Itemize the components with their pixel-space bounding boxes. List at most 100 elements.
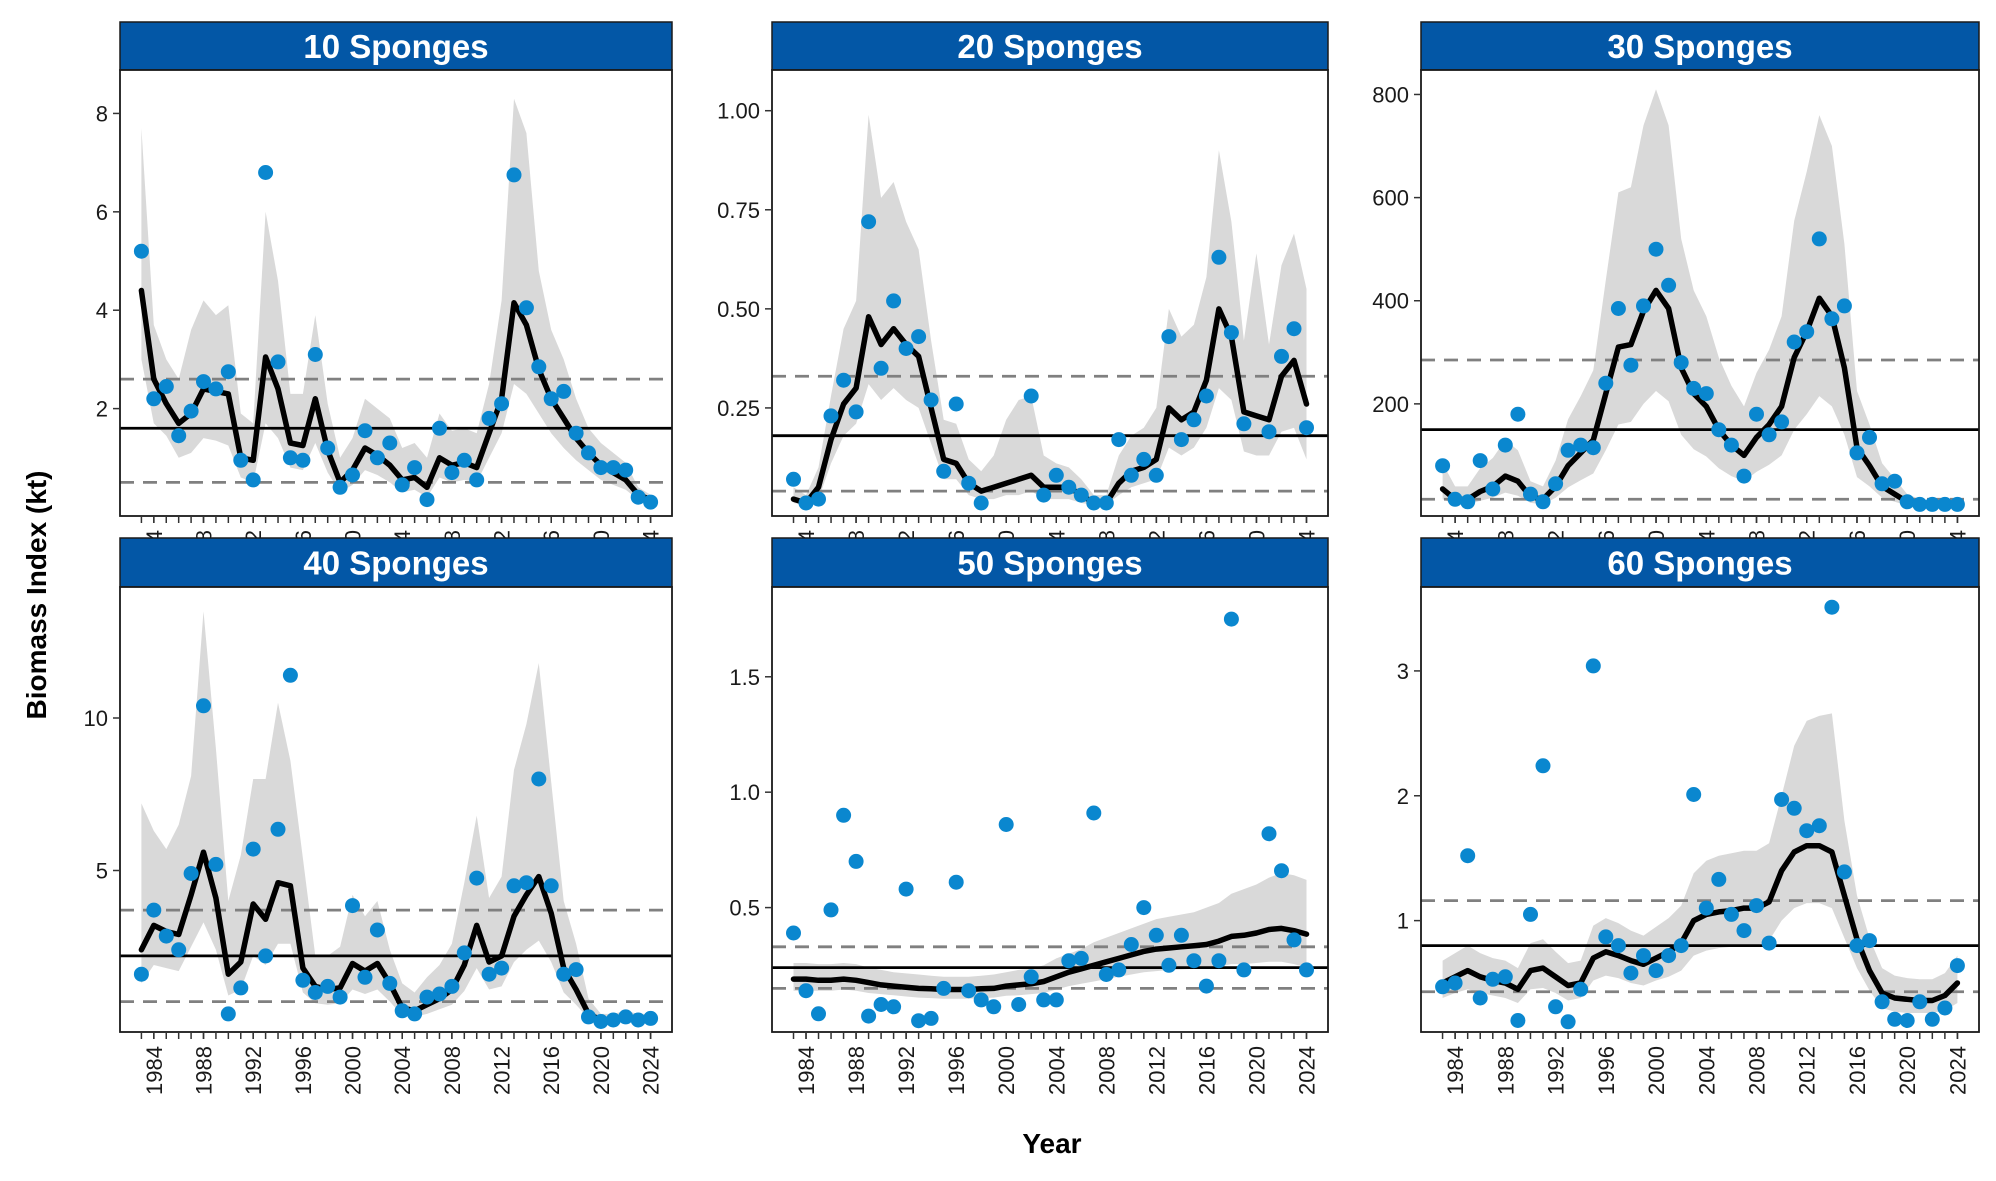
- panel-strip: [119, 21, 673, 71]
- panel-title: 30 Sponges: [1607, 28, 1792, 65]
- data-point: [407, 1006, 423, 1022]
- data-point: [923, 392, 939, 408]
- data-point: [1636, 948, 1651, 964]
- x-tick-label: 2020: [1895, 1046, 1920, 1095]
- data-point: [295, 452, 311, 468]
- data-point: [618, 1009, 634, 1025]
- data-point: [1560, 442, 1576, 458]
- x-tick-label: 2008: [1094, 1046, 1119, 1095]
- data-point: [1173, 927, 1189, 943]
- data-point: [1799, 324, 1815, 340]
- data-point: [961, 475, 977, 491]
- data-point: [1023, 969, 1039, 985]
- data-point: [1211, 249, 1227, 265]
- data-point: [1824, 599, 1840, 615]
- data-point: [1686, 380, 1702, 396]
- data-point: [1535, 494, 1551, 510]
- data-point: [886, 999, 902, 1015]
- data-point: [220, 1006, 236, 1022]
- x-tick-label: 2004: [1694, 1046, 1719, 1095]
- data-point: [630, 489, 646, 505]
- data-point: [873, 997, 889, 1012]
- x-tick-label: 2016: [1194, 1046, 1219, 1095]
- data-point: [196, 698, 211, 714]
- data-point: [1161, 957, 1177, 973]
- data-point: [1011, 997, 1027, 1012]
- panel-title: 50 Sponges: [957, 545, 1142, 582]
- data-point: [1211, 953, 1227, 969]
- y-tick-label: 600: [1372, 186, 1409, 211]
- panel-border: [119, 69, 673, 517]
- data-point: [1447, 975, 1463, 991]
- panels: 10 Sponges246819841988199219962000200420…: [84, 21, 1980, 1095]
- data-point: [1786, 800, 1802, 816]
- data-point: [1036, 992, 1052, 1008]
- data-point: [898, 881, 914, 897]
- data-point: [861, 214, 877, 230]
- data-point: [1548, 999, 1564, 1015]
- data-point: [1261, 826, 1277, 842]
- data-point: [973, 992, 989, 1008]
- data-point: [861, 1008, 877, 1024]
- data-point: [1937, 496, 1953, 512]
- panel-border: [1420, 69, 1980, 517]
- data-point: [823, 902, 839, 918]
- data-point: [245, 841, 261, 857]
- data-point: [923, 1010, 939, 1026]
- data-point: [1661, 277, 1677, 293]
- data-point: [1949, 496, 1965, 512]
- y-tick-label: 0.75: [717, 198, 760, 223]
- data-point: [258, 948, 274, 964]
- data-point: [506, 878, 522, 894]
- y-tick-label: 5: [96, 859, 108, 884]
- data-point: [848, 853, 864, 869]
- data-point: [146, 391, 162, 407]
- data-point: [171, 428, 187, 444]
- panel-border: [1420, 586, 1980, 1033]
- data-point: [1435, 979, 1451, 995]
- x-tick-label: 2016: [1845, 1046, 1870, 1095]
- data-point: [245, 472, 261, 488]
- data-point: [506, 167, 522, 183]
- x-tick-label: 1992: [241, 1046, 266, 1095]
- data-point: [382, 435, 398, 451]
- data-point: [1598, 375, 1614, 391]
- smoothed-trend-line: [1439, 842, 1961, 1004]
- data-point: [1761, 935, 1777, 951]
- data-point: [886, 293, 902, 309]
- data-point: [320, 978, 336, 994]
- data-point: [1485, 481, 1501, 497]
- x-tick-label: 1984: [1443, 1046, 1468, 1095]
- panel-4: 40 Sponges 5 10 1984 1988 1992 1996 2000 2004 200…: [84, 537, 673, 1095]
- data-point: [998, 817, 1014, 832]
- data-point: [518, 300, 534, 316]
- plot-area: [120, 611, 672, 1029]
- data-point: [936, 980, 952, 996]
- data-point: [1286, 932, 1302, 948]
- data-point: [1598, 929, 1614, 945]
- data-point: [848, 404, 864, 420]
- x-tick-label: 2000: [341, 1046, 366, 1095]
- smoothed-trend-line: [138, 287, 654, 503]
- data-point: [1648, 241, 1664, 257]
- data-point: [798, 495, 814, 511]
- data-point: [1161, 329, 1177, 345]
- data-point: [1849, 938, 1865, 954]
- x-tick-label: 1984: [142, 1046, 167, 1095]
- data-point: [936, 463, 952, 479]
- x-tick-label: 2012: [1144, 1046, 1169, 1095]
- x-tick-label: 2012: [490, 1046, 515, 1095]
- data-point: [531, 771, 547, 787]
- data-point: [456, 452, 472, 468]
- data-point: [1786, 334, 1802, 350]
- data-point: [1749, 406, 1764, 422]
- data-point: [1623, 965, 1639, 981]
- data-point: [1472, 453, 1488, 469]
- plot-area: [772, 114, 1328, 511]
- data-point: [1274, 348, 1289, 364]
- data-point: [1023, 388, 1039, 404]
- data-point: [518, 875, 534, 891]
- data-point: [1535, 758, 1551, 774]
- data-point: [605, 460, 621, 476]
- x-tick-label: 2000: [994, 1046, 1019, 1095]
